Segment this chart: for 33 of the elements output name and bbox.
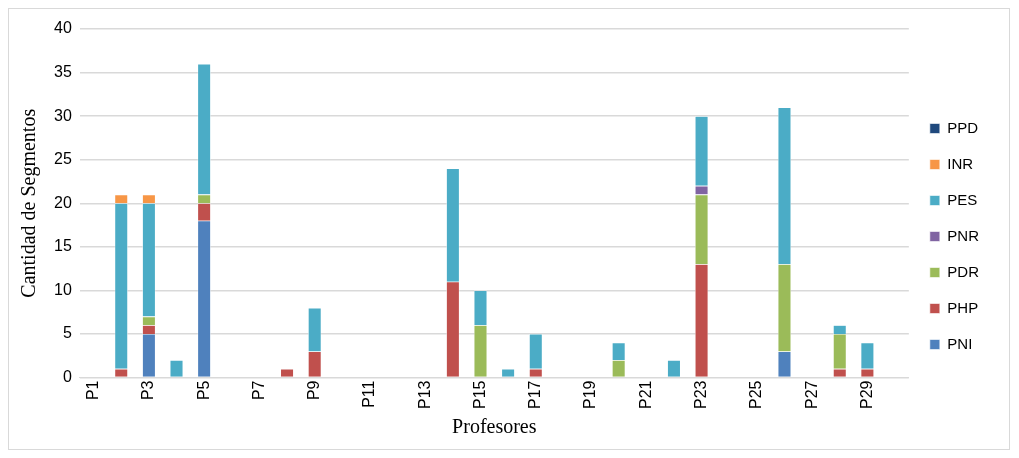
legend-label: PES xyxy=(947,190,978,208)
y-tick-label: 15 xyxy=(54,237,72,255)
x-tick-label: P11 xyxy=(360,380,378,408)
x-tick-label: P29 xyxy=(857,380,875,409)
legend-label: PNI xyxy=(947,334,973,352)
legend-label: PNR xyxy=(947,226,980,244)
legend-label: PHP xyxy=(947,298,979,316)
x-tick-label: P7 xyxy=(249,380,267,401)
y-tick-label: 30 xyxy=(54,106,72,124)
y-axis-title: Cantidad de Segmentos xyxy=(17,108,41,298)
legend-label: PDR xyxy=(947,262,980,280)
y-tick-label: 5 xyxy=(62,324,72,342)
x-tick-label: P15 xyxy=(470,380,488,409)
y-tick-label: 0 xyxy=(62,367,72,385)
x-tick-label: P27 xyxy=(802,380,820,409)
x-tick-label: P3 xyxy=(139,380,157,401)
y-tick-label: 10 xyxy=(54,280,72,298)
y-tick-label: 40 xyxy=(54,19,72,37)
x-tick-label: P25 xyxy=(747,380,765,409)
y-tick-label: 25 xyxy=(54,150,72,168)
legend-label: INR xyxy=(947,154,974,172)
legend-label: PPD xyxy=(947,118,979,136)
y-tick-label: 35 xyxy=(54,62,72,80)
x-tick-label: P21 xyxy=(636,380,654,409)
x-tick-label: P23 xyxy=(691,380,709,409)
x-tick-label: P19 xyxy=(581,380,599,409)
x-tick-label: P17 xyxy=(526,380,544,409)
x-tick-label: P9 xyxy=(305,380,323,401)
x-tick-label: P13 xyxy=(415,380,433,409)
y-tick-label: 20 xyxy=(54,193,72,211)
x-tick-label: P1 xyxy=(84,380,102,401)
x-axis-title: Profesores xyxy=(452,415,537,438)
x-tick-label: P5 xyxy=(194,380,212,401)
